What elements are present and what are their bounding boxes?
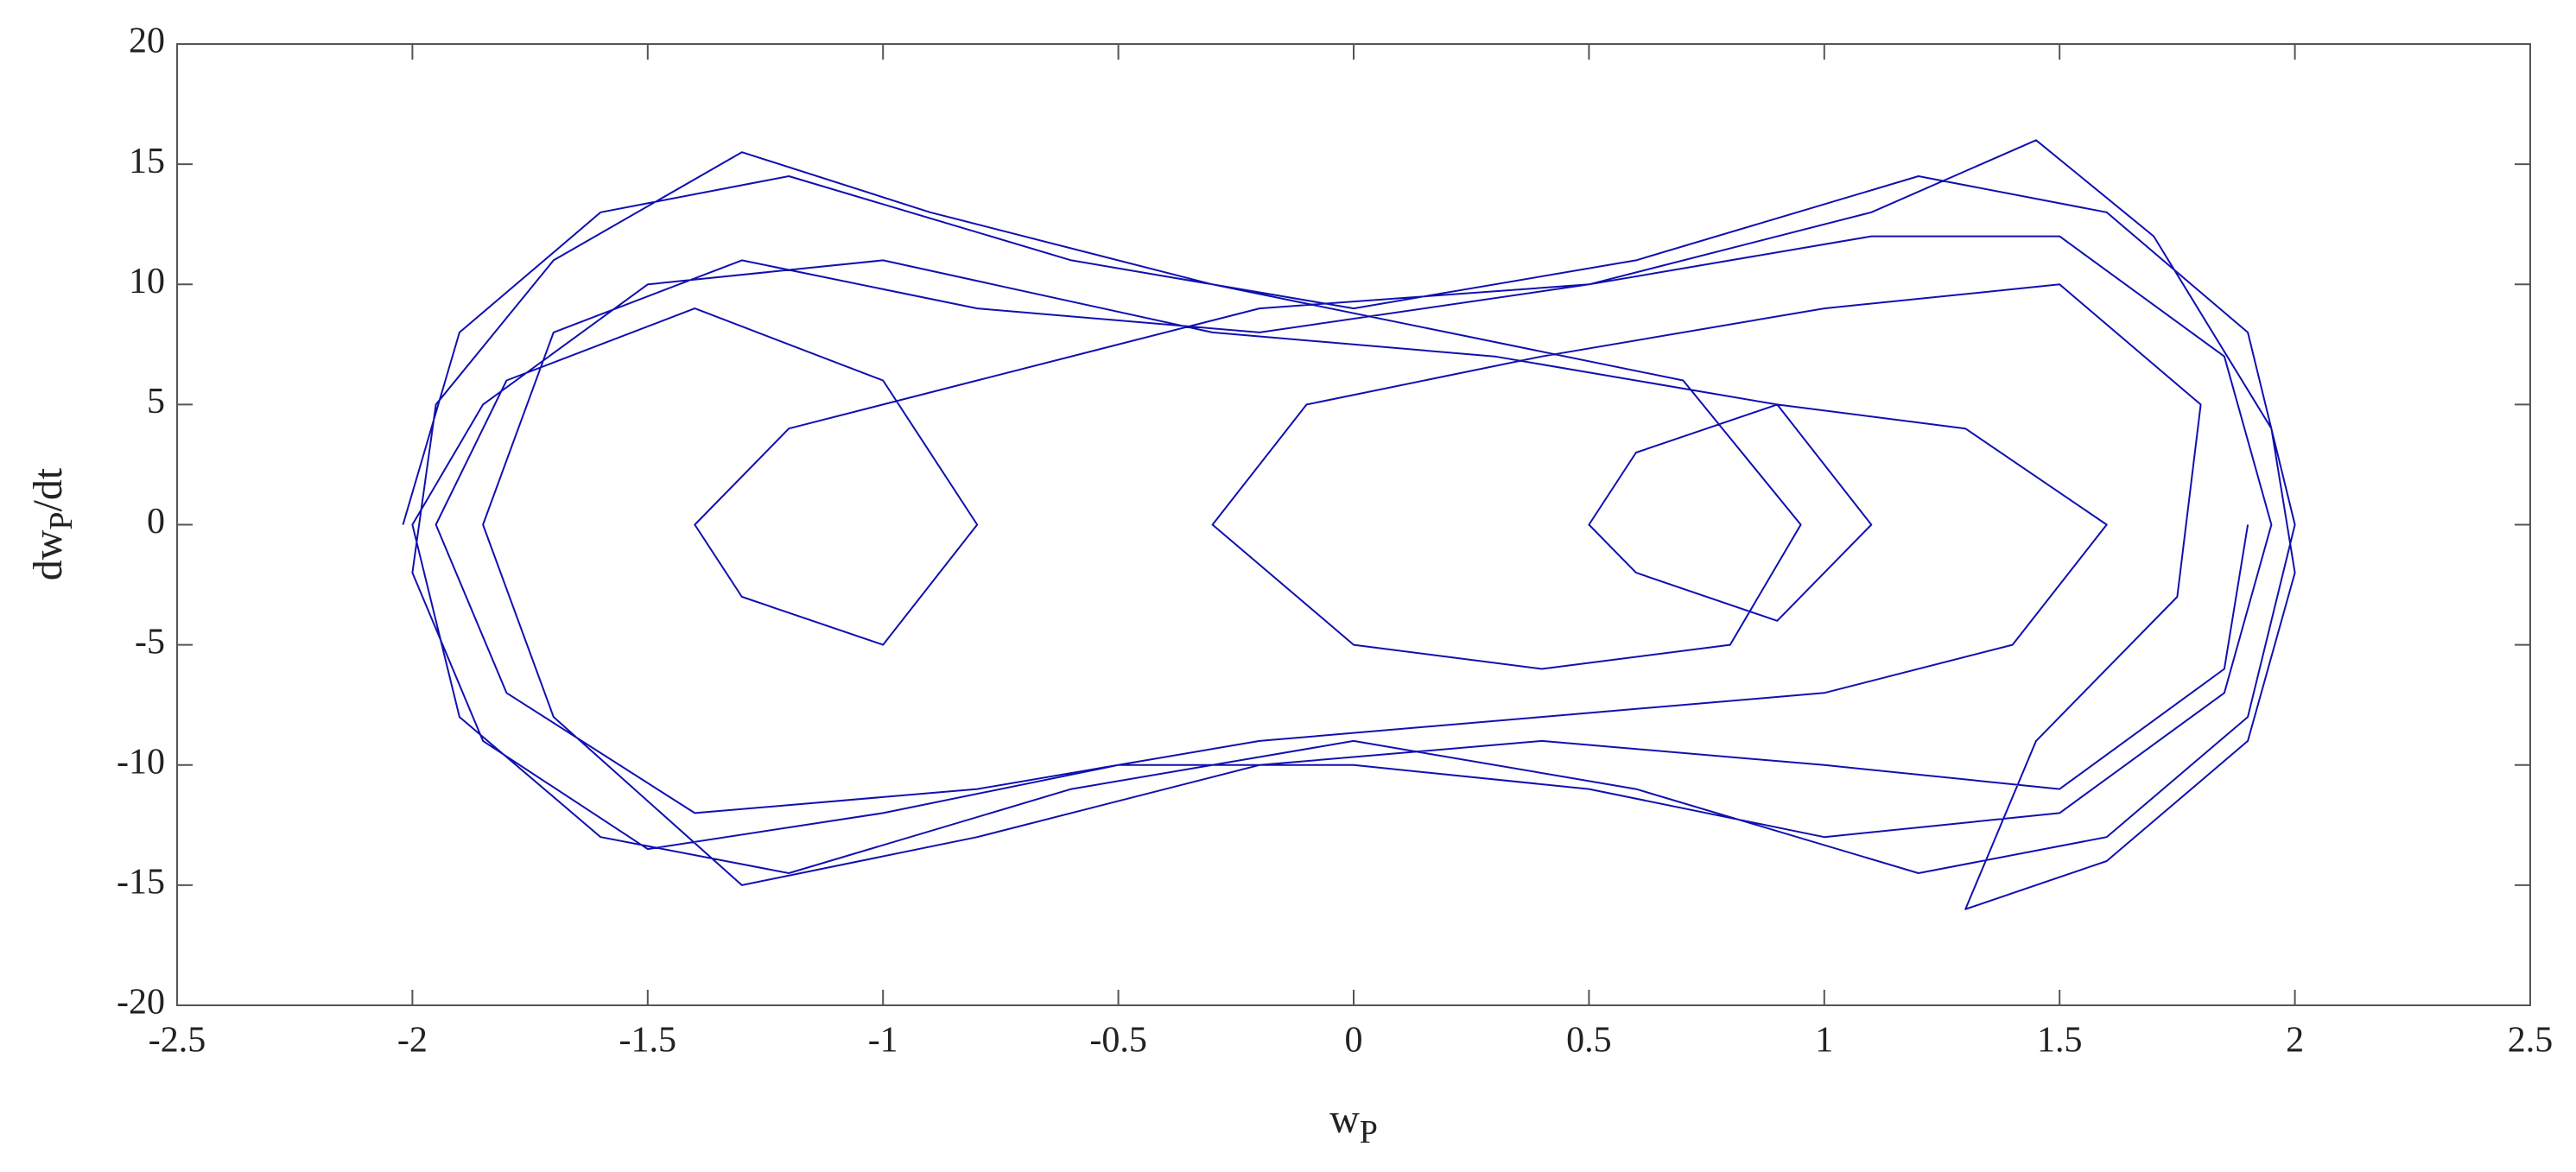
x-tick-label: -2 [397, 1021, 428, 1061]
plot-frame [176, 43, 2531, 1006]
y-tick-label: 5 [147, 382, 165, 421]
y-tick-label: -10 [117, 742, 165, 782]
x-tick-label: 0.5 [1566, 1021, 1612, 1061]
y-tick-label: -15 [117, 863, 165, 903]
y-axis-label: dwP/dt [25, 467, 79, 580]
x-tick-label: -0.5 [1089, 1021, 1147, 1061]
y-label-sub: P [43, 511, 79, 529]
y-tick-label: -20 [117, 983, 165, 1023]
y-tick-label: 10 [129, 262, 165, 301]
x-tick-label: 0 [1345, 1021, 1363, 1061]
trajectory-line [402, 139, 2296, 910]
y-tick-label: -5 [135, 622, 165, 662]
x-tick-label: 1 [1815, 1021, 1833, 1061]
x-tick-label: 1.5 [2037, 1021, 2083, 1061]
x-axis-label: wP [1329, 1096, 1378, 1150]
x-label-main: w [1329, 1096, 1360, 1142]
y-tick-label: 20 [129, 22, 165, 61]
x-label-sub: P [1360, 1114, 1378, 1150]
y-label-end: /dt [25, 467, 71, 511]
y-tick-label: 15 [129, 142, 165, 181]
x-tick-label: 2.5 [2508, 1021, 2554, 1061]
x-tick-label: -1 [868, 1021, 898, 1061]
y-tick-label: 0 [147, 502, 165, 542]
x-tick-label: -2.5 [149, 1021, 206, 1061]
x-tick-label: 2 [2286, 1021, 2304, 1061]
x-tick-label: -1.5 [619, 1021, 677, 1061]
y-label-main: dw [25, 529, 71, 580]
